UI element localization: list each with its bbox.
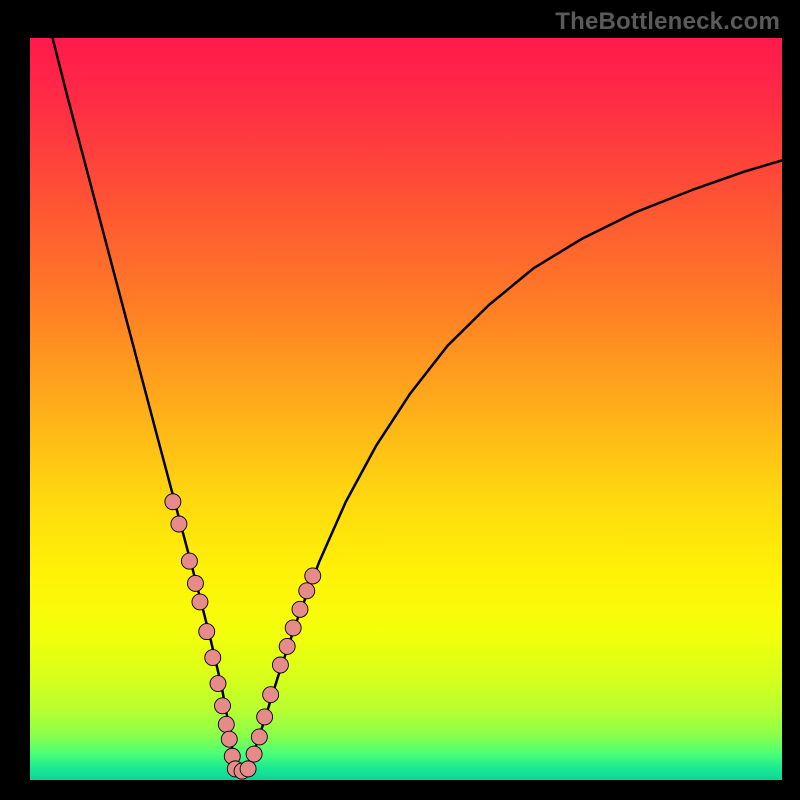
- data-point-marker: [285, 620, 301, 636]
- data-point-marker: [215, 698, 231, 714]
- frame-bottom: [0, 780, 800, 800]
- data-point-marker: [257, 709, 273, 725]
- data-point-marker: [299, 583, 315, 599]
- data-point-marker: [199, 624, 215, 640]
- plot-svg: [30, 38, 782, 780]
- data-point-marker: [246, 746, 262, 762]
- data-point-marker: [272, 657, 288, 673]
- data-point-marker: [305, 568, 321, 584]
- data-point-marker: [218, 716, 234, 732]
- data-point-marker: [251, 729, 267, 745]
- data-point-marker: [171, 516, 187, 532]
- data-point-marker: [210, 676, 226, 692]
- plot-background: [30, 38, 782, 780]
- data-point-marker: [205, 650, 221, 666]
- data-point-marker: [240, 761, 256, 777]
- data-point-marker: [221, 731, 237, 747]
- data-point-marker: [165, 494, 181, 510]
- data-point-marker: [192, 594, 208, 610]
- data-point-marker: [187, 575, 203, 591]
- chart-canvas: TheBottleneck.com: [0, 0, 800, 800]
- data-point-marker: [279, 638, 295, 654]
- frame-right: [782, 0, 800, 800]
- data-point-marker: [292, 601, 308, 617]
- watermark-text: TheBottleneck.com: [555, 8, 780, 36]
- frame-left: [0, 0, 30, 800]
- data-point-marker: [181, 553, 197, 569]
- data-point-marker: [263, 687, 279, 703]
